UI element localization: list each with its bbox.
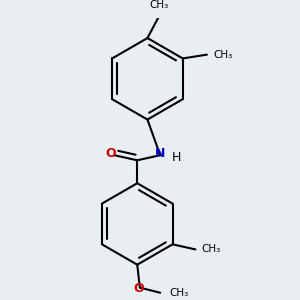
Text: H: H: [172, 151, 182, 164]
Text: CH₃: CH₃: [149, 0, 169, 10]
Text: O: O: [133, 282, 144, 296]
Text: CH₃: CH₃: [169, 288, 188, 298]
Text: O: O: [105, 147, 116, 161]
Text: CH₃: CH₃: [213, 50, 232, 60]
Text: N: N: [155, 147, 165, 161]
Text: CH₃: CH₃: [202, 244, 221, 254]
